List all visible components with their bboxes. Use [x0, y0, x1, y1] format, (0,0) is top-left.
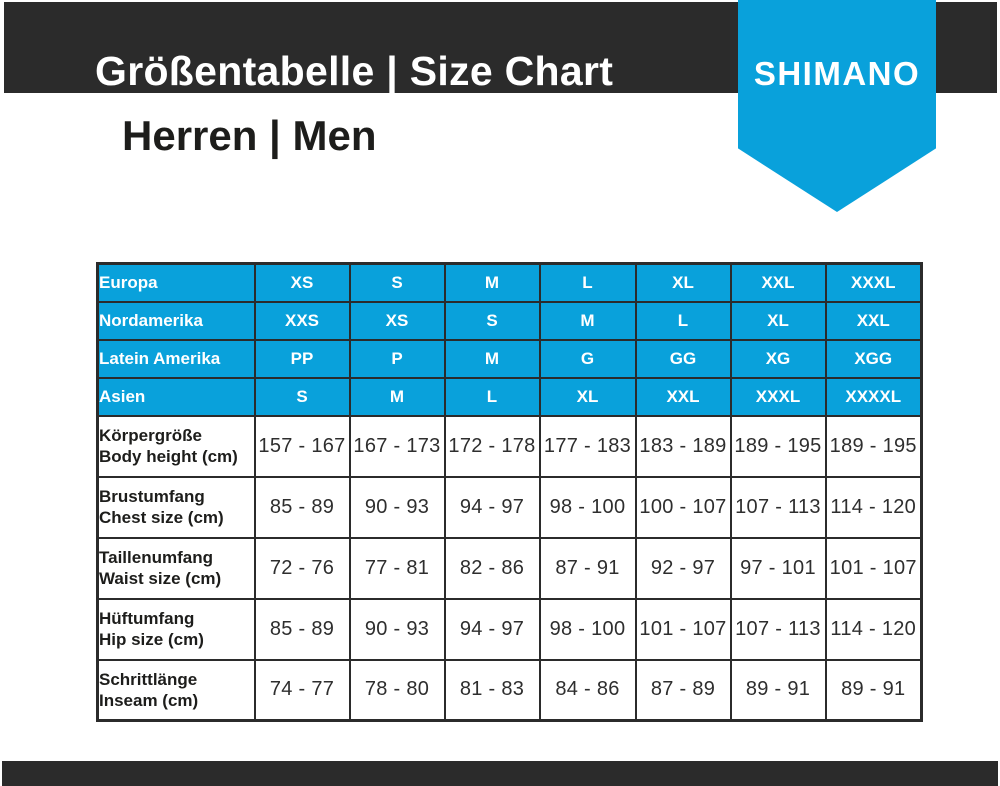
size-cell: P — [348, 338, 446, 379]
value-cell: 97 - 101 — [729, 536, 827, 600]
value-cell: 72 - 76 — [253, 536, 351, 600]
value-cell: 94 - 97 — [443, 597, 541, 661]
size-cell: M — [348, 376, 446, 417]
size-cell: S — [253, 376, 351, 417]
value-cell: 85 - 89 — [253, 475, 351, 539]
size-cell: G — [538, 338, 637, 379]
value-cell: 189 - 195 — [729, 414, 827, 478]
measurement-label-cell: Hüftumfang Hip size (cm) — [96, 597, 256, 661]
measurement-label-de: Taillenumfang — [99, 548, 213, 567]
value-cell: 77 - 81 — [348, 536, 446, 600]
measurement-row: Schrittlänge Inseam (cm) 74 - 77 78 - 80 81 … — [96, 658, 923, 722]
value-cell: 89 - 91 — [824, 658, 923, 722]
value-cell: 101 - 107 — [824, 536, 923, 600]
size-cell: XXXL — [729, 376, 827, 417]
value-cell: 100 - 107 — [634, 475, 732, 539]
size-cell: XL — [538, 376, 637, 417]
value-cell: 84 - 86 — [538, 658, 637, 722]
measurement-label-de: Hüftumfang — [99, 609, 195, 628]
region-row: Europa XS S M L XL XXL XXXL — [96, 262, 923, 303]
measurement-label-en: Chest size (cm) — [99, 508, 224, 527]
shimano-logo: SHIMANO — [753, 55, 921, 92]
size-cell: M — [538, 300, 637, 341]
value-cell: 74 - 77 — [253, 658, 351, 722]
value-cell: 90 - 93 — [348, 475, 446, 539]
size-cell: L — [538, 262, 637, 303]
measurement-label-cell: Schrittlänge Inseam (cm) — [96, 658, 256, 722]
region-row: Latein Amerika PP P M G GG XG XGG — [96, 338, 923, 379]
size-cell: M — [443, 262, 541, 303]
measurement-label-en: Hip size (cm) — [99, 630, 204, 649]
measurement-row: Körpergröße Body height (cm) 157 - 167 167 … — [96, 414, 923, 478]
measurement-label-de: Körpergröße — [99, 426, 202, 445]
size-cell: XXL — [634, 376, 732, 417]
measurement-label-en: Waist size (cm) — [99, 569, 222, 588]
size-cell: M — [443, 338, 541, 379]
value-cell: 87 - 91 — [538, 536, 637, 600]
size-cell: L — [634, 300, 732, 341]
size-cell: XXL — [824, 300, 923, 341]
size-cell: XXXL — [824, 262, 923, 303]
size-cell: XXXXL — [824, 376, 923, 417]
size-cell: XXL — [729, 262, 827, 303]
size-cell: XXS — [253, 300, 351, 341]
size-cell: L — [443, 376, 541, 417]
region-label-cell: Nordamerika — [96, 300, 256, 341]
size-cell: S — [348, 262, 446, 303]
size-cell: S — [443, 300, 541, 341]
value-cell: 98 - 100 — [538, 475, 637, 539]
value-cell: 157 - 167 — [253, 414, 351, 478]
brand-ribbon: SHIMANO — [738, 0, 936, 212]
size-cell: XG — [729, 338, 827, 379]
value-cell: 85 - 89 — [253, 597, 351, 661]
region-row: Asien S M L XL XXL XXXL XXXXL — [96, 376, 923, 417]
size-cell: XL — [729, 300, 827, 341]
value-cell: 172 - 178 — [443, 414, 541, 478]
value-cell: 183 - 189 — [634, 414, 732, 478]
size-cell: XS — [348, 300, 446, 341]
size-cell: XS — [253, 262, 351, 303]
measurement-row: Taillenumfang Waist size (cm) 72 - 76 77 - … — [96, 536, 923, 600]
value-cell: 177 - 183 — [538, 414, 637, 478]
value-cell: 94 - 97 — [443, 475, 541, 539]
value-cell: 90 - 93 — [348, 597, 446, 661]
value-cell: 107 - 113 — [729, 475, 827, 539]
value-cell: 78 - 80 — [348, 658, 446, 722]
footer-bar — [2, 761, 998, 786]
region-label-cell: Asien — [96, 376, 256, 417]
value-cell: 89 - 91 — [729, 658, 827, 722]
value-cell: 107 - 113 — [729, 597, 827, 661]
value-cell: 82 - 86 — [443, 536, 541, 600]
measurement-label-en: Body height (cm) — [99, 447, 238, 466]
value-cell: 87 - 89 — [634, 658, 732, 722]
region-label-cell: Latein Amerika — [96, 338, 256, 379]
measurement-label-cell: Brustumfang Chest size (cm) — [96, 475, 256, 539]
measurement-label-de: Brustumfang — [99, 487, 205, 506]
value-cell: 167 - 173 — [348, 414, 446, 478]
value-cell: 101 - 107 — [634, 597, 732, 661]
size-cell: GG — [634, 338, 732, 379]
page-title: Größentabelle | Size Chart — [95, 48, 614, 94]
value-cell: 189 - 195 — [824, 414, 923, 478]
region-label-cell: Europa — [96, 262, 256, 303]
size-table: Europa XS S M L XL XXL XXXL Nordamerika XXS XS S M L X… — [96, 262, 923, 722]
measurement-label-cell: Taillenumfang Waist size (cm) — [96, 536, 256, 600]
value-cell: 114 - 120 — [824, 475, 923, 539]
value-cell: 92 - 97 — [634, 536, 732, 600]
measurement-label-cell: Körpergröße Body height (cm) — [96, 414, 256, 478]
page-subtitle: Herren | Men — [122, 112, 377, 159]
value-cell: 114 - 120 — [824, 597, 923, 661]
size-cell: XL — [634, 262, 732, 303]
measurement-row: Hüftumfang Hip size (cm) 85 - 89 90 - 93 94 … — [96, 597, 923, 661]
value-cell: 81 - 83 — [443, 658, 541, 722]
size-cell: PP — [253, 338, 351, 379]
measurement-row: Brustumfang Chest size (cm) 85 - 89 90 - 93… — [96, 475, 923, 539]
measurement-label-en: Inseam (cm) — [99, 690, 199, 710]
measurement-label-de: Schrittlänge — [99, 669, 198, 689]
region-row: Nordamerika XXS XS S M L XL XXL — [96, 300, 923, 341]
value-cell: 98 - 100 — [538, 597, 637, 661]
size-cell: XGG — [824, 338, 923, 379]
